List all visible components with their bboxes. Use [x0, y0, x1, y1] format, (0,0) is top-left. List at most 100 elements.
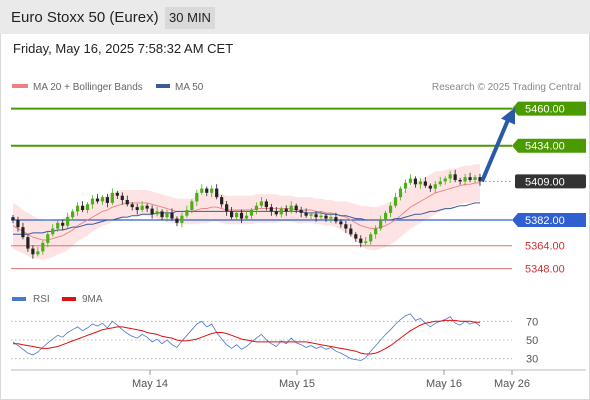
candle-body	[468, 177, 472, 180]
candle-body	[443, 178, 447, 182]
rsi-tick-label: 50	[526, 335, 538, 347]
last-price-tag	[515, 174, 586, 189]
candle-body	[175, 218, 179, 223]
rsi-ma-legend-label: 9MA	[82, 294, 103, 305]
candle-body	[215, 188, 219, 198]
candle-body	[145, 205, 149, 209]
ma20-line	[12, 182, 480, 241]
ma20-legend-swatch	[12, 84, 28, 88]
candle-body	[423, 181, 427, 186]
candle-body	[433, 184, 437, 189]
candle-body	[259, 201, 264, 206]
candle-body	[56, 222, 60, 229]
rsi-panel: 70 50 30	[11, 313, 538, 366]
candle-body	[279, 208, 283, 215]
candle-body	[418, 181, 422, 185]
copyright-text: Research © 2025 Trading Central	[432, 82, 581, 93]
price-panel: 5460.00 5434.00 5409.00 5382.00 5364.00 5348.…	[11, 101, 586, 276]
candle-body	[284, 208, 288, 212]
candle-body	[478, 177, 482, 182]
support-level-label: 5364.00	[525, 241, 565, 253]
candle-body	[234, 212, 239, 218]
timestamp-line: Friday, May 16, 2025 7:58:32 AM CET	[13, 41, 234, 56]
candle-body	[314, 214, 318, 218]
candle-body	[16, 220, 20, 228]
candle-body	[200, 188, 204, 193]
candle-body	[11, 217, 15, 220]
candle-body	[324, 215, 328, 219]
candle-body	[264, 201, 268, 208]
time-axis-label: May 15	[279, 378, 315, 390]
support-level-label: 5348.00	[525, 264, 565, 276]
candle-body	[329, 217, 333, 219]
candle-body	[239, 212, 244, 219]
candle-body	[170, 212, 174, 219]
candle-body	[160, 211, 164, 218]
ma50-legend-swatch	[156, 84, 170, 88]
candle-body	[75, 205, 80, 212]
candle-body	[249, 210, 254, 216]
candle-body	[388, 205, 393, 213]
legend: MA 20 + Bollinger Bands MA 50 Research ©…	[12, 82, 581, 93]
candle-body	[46, 234, 50, 243]
rsi-ma-line	[13, 319, 480, 355]
candle-body	[26, 237, 30, 249]
candle-body	[110, 192, 114, 203]
candle-body	[438, 181, 442, 185]
pivot-level-label: 5382.00	[525, 215, 565, 227]
candle-body	[458, 180, 462, 182]
header-bar: Euro Stoxx 50 (Eurex) 30 MIN	[0, 0, 590, 34]
candle-body	[309, 214, 313, 216]
candle-body	[180, 215, 184, 223]
candle-body	[150, 208, 154, 215]
candle-body	[51, 228, 55, 235]
candle-body	[254, 205, 259, 210]
time-axis: May 14 May 15 May 16 May 26	[11, 369, 586, 390]
candle-body	[61, 222, 65, 226]
candle-body	[384, 212, 388, 220]
candle-body	[105, 197, 109, 203]
candle-body	[473, 177, 477, 180]
instrument-title: Euro Stoxx 50 (Eurex)	[11, 9, 159, 26]
candle-body	[165, 212, 169, 218]
candle-body	[205, 188, 209, 193]
candle-body	[408, 178, 413, 183]
candle-body	[344, 224, 348, 229]
candle-body	[354, 234, 358, 239]
candle-body	[334, 217, 338, 222]
candle-body	[225, 204, 229, 212]
rsi-ma-legend-swatch	[62, 297, 76, 301]
candle-body	[289, 205, 293, 212]
time-axis-label: May 14	[132, 378, 168, 390]
candle-body	[85, 204, 90, 210]
candle-body	[463, 177, 467, 182]
resistance-level-tag	[512, 138, 586, 153]
last-price-label: 5409.00	[525, 176, 565, 188]
timeframe-badge[interactable]: 30 MIN	[165, 7, 215, 29]
resistance-level-label: 5434.00	[525, 141, 565, 153]
candle-body	[398, 188, 403, 198]
candle-body	[379, 220, 383, 229]
rsi-legend: RSI 9MA	[12, 294, 103, 305]
candle-body	[155, 211, 159, 215]
ma20-legend-label: MA 20 + Bollinger Bands	[33, 82, 143, 93]
resistance-level-label: 5460.00	[525, 104, 565, 116]
candle-body	[140, 205, 144, 210]
candle-body	[66, 217, 70, 226]
candle-body	[21, 227, 25, 238]
candle-body	[135, 207, 139, 210]
rsi-legend-swatch	[12, 297, 26, 301]
candle-body	[31, 248, 35, 255]
candle-body	[90, 198, 95, 205]
candle-body	[95, 198, 100, 202]
candle-body	[220, 197, 224, 205]
candle-body	[115, 192, 119, 196]
forecast-arrow-head	[501, 107, 515, 125]
candle-body	[274, 211, 278, 215]
time-axis-label: May 16	[426, 378, 462, 390]
candle-body	[41, 242, 45, 252]
candle-body	[120, 195, 124, 200]
pivot-level-tag	[512, 213, 586, 227]
candle-body	[244, 215, 249, 219]
